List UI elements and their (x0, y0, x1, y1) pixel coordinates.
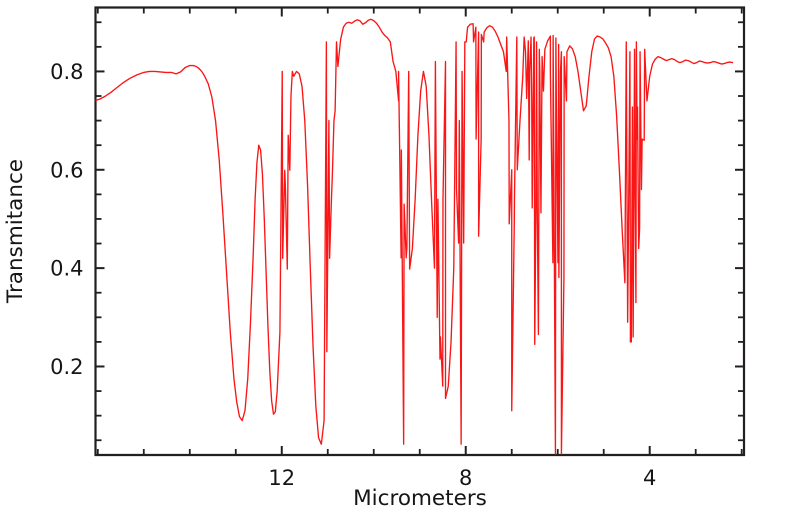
y-axis-tick-labels: 0.2 0.4 0.6 0.8 (50, 60, 83, 379)
y-tick-label: 0.2 (50, 355, 83, 379)
y-axis-ticks (95, 21, 744, 442)
x-axis-tick-labels: 12 8 4 (268, 466, 656, 490)
y-tick-label: 0.6 (50, 158, 83, 182)
x-tick-label: 8 (459, 466, 472, 490)
y-tick-label: 0.8 (50, 60, 83, 84)
x-axis-ticks (96, 7, 743, 455)
axes-frame (94, 6, 746, 457)
data-series-transmitance (95, 18, 734, 455)
x-tick-label: 12 (268, 466, 295, 490)
y-tick-label: 0.4 (50, 257, 83, 281)
y-axis-title: Transmitance (3, 159, 28, 304)
x-tick-label: 4 (643, 466, 656, 490)
x-axis-title: Micrometers (353, 486, 487, 511)
